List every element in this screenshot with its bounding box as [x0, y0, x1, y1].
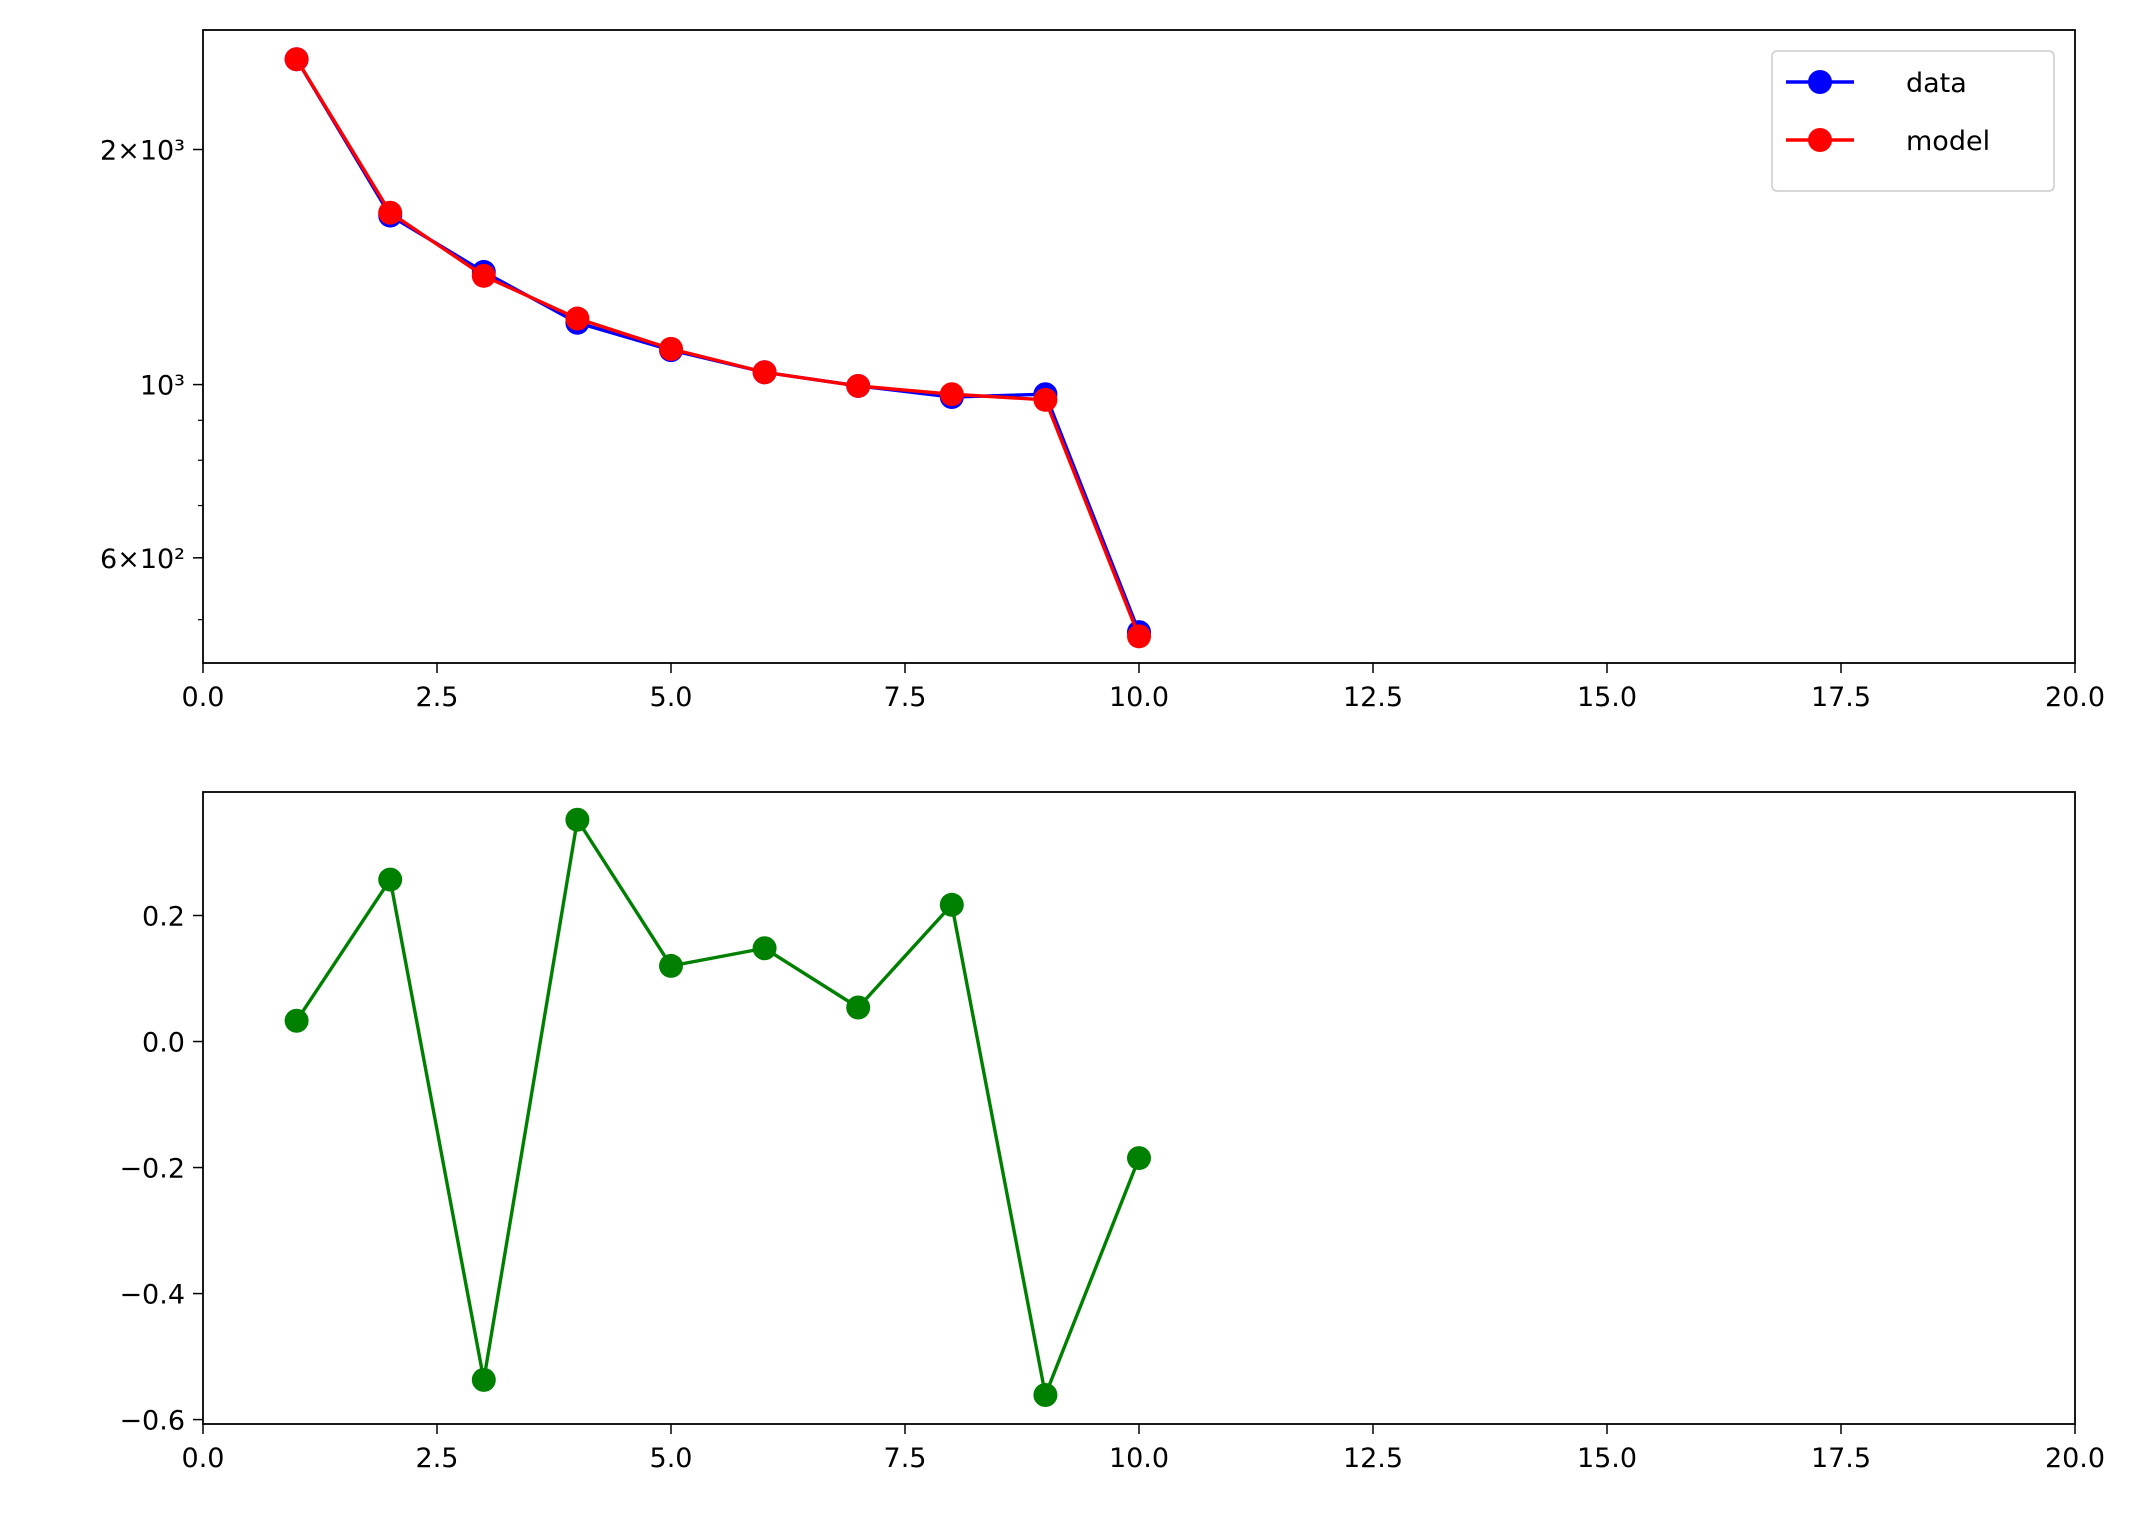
y-tick-label: −0.6 [119, 1406, 185, 1437]
marker [846, 373, 871, 398]
x-tick-label: 20.0 [2045, 682, 2105, 713]
x-tick-label: 0.0 [182, 682, 225, 713]
series-line [295, 815, 1141, 1402]
y-tick-label: 6×10² [100, 544, 185, 575]
x-tick-label: 17.5 [1811, 1443, 1871, 1474]
marker [284, 1008, 309, 1033]
marker [284, 47, 309, 72]
x-tick-label: 15.0 [1577, 1443, 1637, 1474]
legend-label: data [1906, 68, 1967, 99]
marker [471, 263, 496, 288]
x-tick-label: 15.0 [1577, 682, 1637, 713]
marker [1033, 387, 1058, 412]
marker [565, 807, 590, 832]
marker [1033, 1383, 1058, 1408]
marker [1127, 1146, 1151, 1171]
y-tick-label: 0.2 [142, 902, 185, 933]
y-tick-label: 2×10³ [100, 136, 185, 167]
x-tick-label: 10.0 [1109, 682, 1169, 713]
y-tick-label: −0.2 [119, 1154, 185, 1185]
marker [659, 336, 683, 361]
x-tick-label: 5.0 [650, 682, 693, 713]
marker [1127, 624, 1151, 649]
y-tick-label: 10³ [140, 371, 185, 402]
marker [939, 892, 964, 917]
marker [752, 936, 777, 961]
series-line [295, 58, 1141, 633]
marker [939, 382, 964, 407]
x-tick-label: 5.0 [650, 1443, 693, 1474]
marker [471, 1367, 496, 1392]
y-tick-label: 0.0 [142, 1028, 185, 1059]
plot-frame [202, 791, 2076, 1425]
plot-frame [202, 29, 2076, 664]
marker [378, 867, 403, 892]
x-tick-label: 20.0 [2045, 1443, 2105, 1474]
marker [378, 200, 403, 225]
series-line [295, 58, 1141, 637]
legend-box [1771, 50, 2055, 192]
legend-marker [1808, 70, 1832, 94]
x-tick-label: 10.0 [1109, 1443, 1169, 1474]
x-tick-label: 7.5 [884, 1443, 927, 1474]
marker [752, 360, 777, 385]
y-tick-label: −0.4 [119, 1280, 185, 1311]
marker [659, 953, 683, 978]
marker [846, 995, 871, 1020]
x-tick-label: 12.5 [1343, 682, 1403, 713]
marker [565, 306, 590, 331]
x-tick-label: 7.5 [884, 682, 927, 713]
legend-marker [1808, 128, 1832, 152]
legend-label: model [1906, 126, 1990, 157]
x-tick-label: 2.5 [416, 682, 459, 713]
x-tick-label: 17.5 [1811, 682, 1871, 713]
x-tick-label: 0.0 [182, 1443, 225, 1474]
x-tick-label: 2.5 [416, 1443, 459, 1474]
x-tick-label: 12.5 [1343, 1443, 1403, 1474]
